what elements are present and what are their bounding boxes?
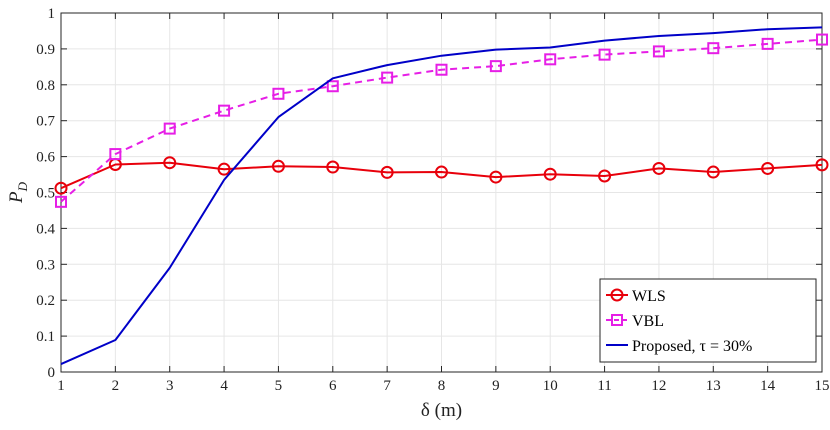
x-tick-label: 4 <box>220 378 228 394</box>
legend-marker <box>611 314 623 326</box>
y-tick-label: 0.1 <box>36 329 55 345</box>
data-point <box>54 181 68 195</box>
data-point <box>109 148 122 161</box>
legend-label: Proposed, τ = 30% <box>632 338 752 355</box>
y-axis-title-subscript: D <box>15 181 30 192</box>
axis-ticks: 1 2 3 4 5 6 7 8 9 10 11 12 13 14 1500.10.20.30.40.50.6… <box>36 6 829 394</box>
data-point <box>326 80 339 93</box>
data-point <box>761 161 775 175</box>
data-point <box>761 37 774 50</box>
data-point <box>217 162 231 176</box>
data-point <box>218 104 231 117</box>
legend-marker <box>610 288 624 302</box>
x-tick-label: 1 <box>57 378 65 394</box>
data-point <box>380 165 394 179</box>
data-point <box>272 87 285 100</box>
x-tick-label: 13 <box>706 378 721 394</box>
y-axis-title-main: P <box>6 191 27 204</box>
x-tick-label: 5 <box>275 378 283 394</box>
legend-box <box>599 278 817 363</box>
y-tick-label: 0.6 <box>36 150 55 166</box>
data-point <box>271 159 285 173</box>
data-point <box>489 60 502 73</box>
x-tick-label: 9 <box>492 378 500 394</box>
series <box>54 26 829 366</box>
x-tick-label: 6 <box>329 378 337 394</box>
y-tick-label: 0.9 <box>36 42 55 58</box>
data-point <box>707 42 720 55</box>
legend: WLS VBL Proposed, τ = 30% <box>599 278 817 363</box>
series-line <box>60 161 823 190</box>
data-point <box>381 71 394 84</box>
data-point <box>326 160 340 174</box>
y-tick-label: 0.4 <box>36 221 55 237</box>
data-point <box>163 122 176 135</box>
y-tick-label: 0.5 <box>36 186 55 202</box>
series-line <box>60 26 823 366</box>
y-tick-label: 0.3 <box>36 257 55 273</box>
y-tick-label: 1 <box>48 6 56 22</box>
x-axis-title: δ (m) <box>421 400 462 421</box>
series-0 <box>54 156 829 195</box>
x-tick-label: 7 <box>383 378 391 394</box>
x-tick-label: 11 <box>597 378 611 394</box>
data-point <box>55 195 67 208</box>
x-tick-label: 10 <box>543 378 558 394</box>
legend-label: VBL <box>632 313 664 330</box>
data-point <box>652 161 666 175</box>
data-point <box>489 170 503 184</box>
x-tick-label: 2 <box>112 378 120 394</box>
y-axis-title: PD <box>6 181 30 204</box>
data-point <box>815 158 829 172</box>
y-tick-label: 0.8 <box>36 78 55 94</box>
series-1 <box>55 33 828 208</box>
series-2 <box>60 26 823 366</box>
data-point <box>435 165 448 179</box>
legend-label: WLS <box>632 288 666 305</box>
x-tick-label: 12 <box>651 378 666 394</box>
data-point <box>598 48 611 61</box>
data-point <box>435 63 448 76</box>
x-tick-label: 14 <box>760 378 776 394</box>
data-point <box>652 45 665 58</box>
data-point <box>544 53 557 66</box>
y-tick-label: 0 <box>48 365 56 381</box>
data-point <box>543 167 557 181</box>
data-point <box>706 165 720 179</box>
data-point <box>816 33 828 46</box>
x-tick-label: 3 <box>166 378 174 394</box>
series-line <box>60 38 823 203</box>
y-tick-label: 0.2 <box>36 293 55 309</box>
y-tick-label: 0.7 <box>36 114 55 130</box>
data-point <box>598 169 612 183</box>
data-point <box>163 156 177 170</box>
x-tick-label: 8 <box>438 378 446 394</box>
x-tick-label: 15 <box>815 378 830 394</box>
